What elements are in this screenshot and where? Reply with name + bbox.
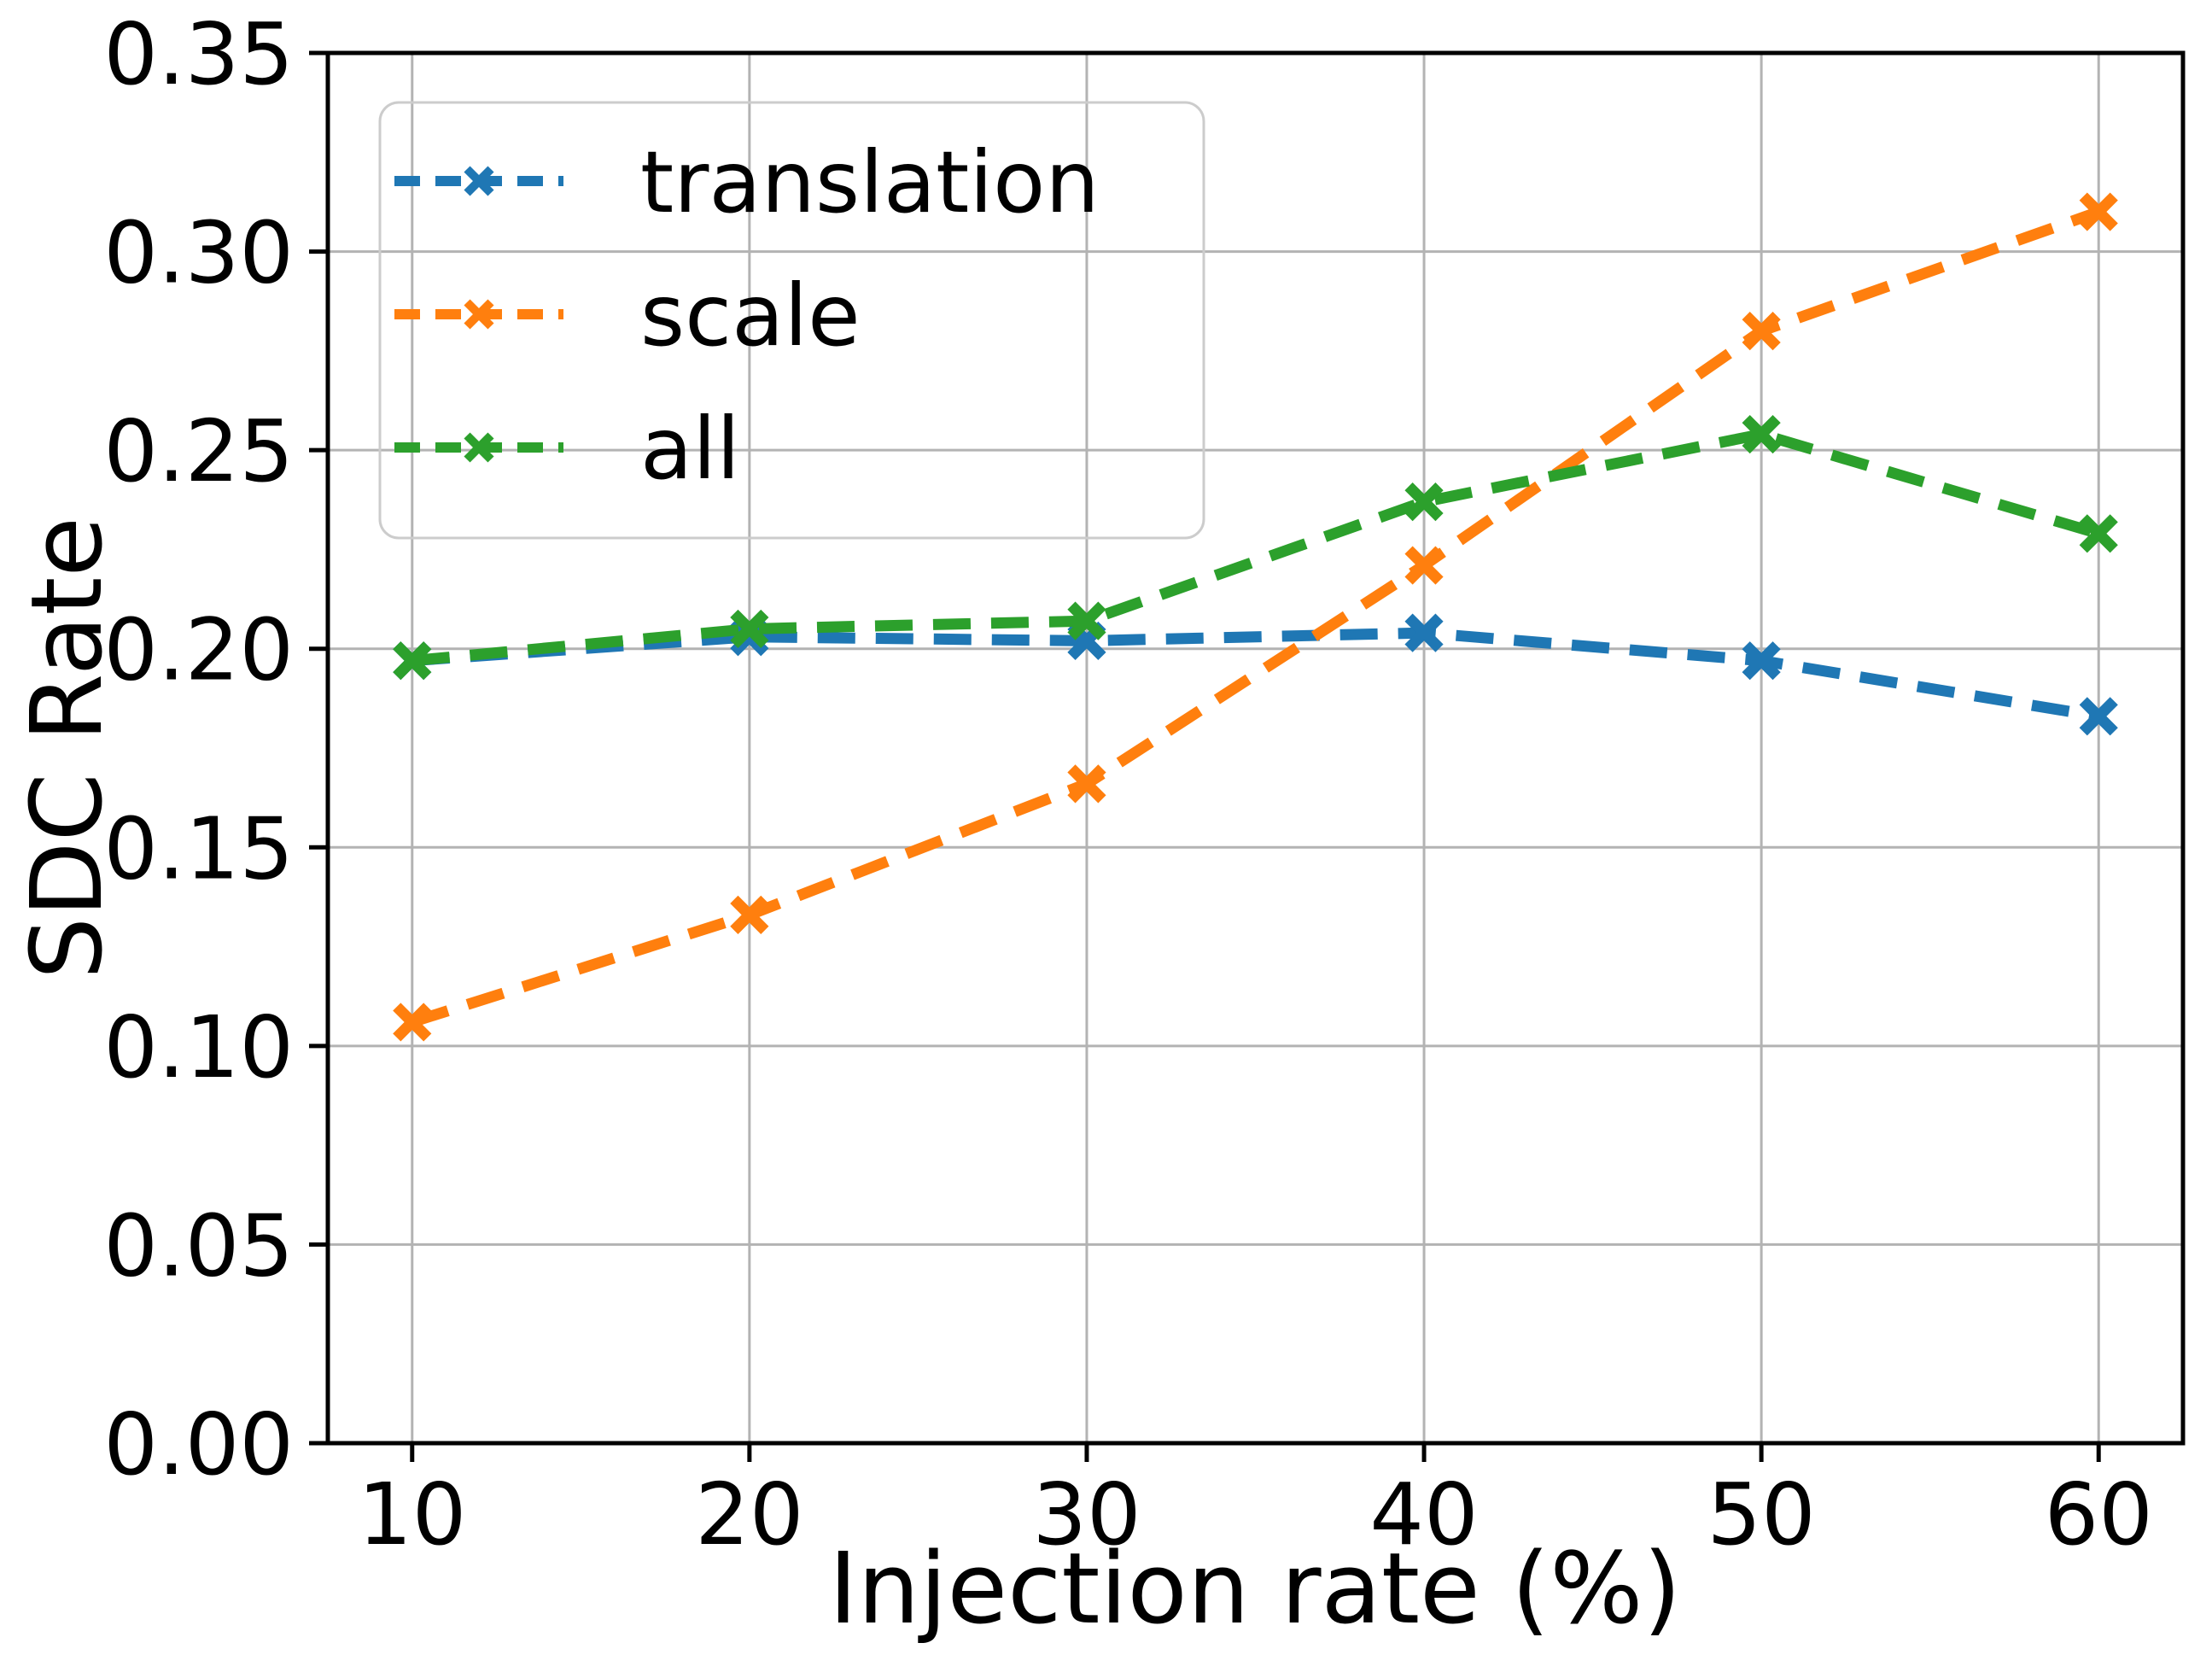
data-point-marker-scale — [393, 1003, 432, 1042]
y-axis-label: SDC Rate — [10, 517, 125, 979]
x-tick-label: 50 — [1707, 1465, 1816, 1564]
data-point-marker-all — [1742, 414, 1781, 454]
data-point-marker-scale — [1742, 312, 1781, 351]
x-tick-label: 40 — [1369, 1465, 1478, 1564]
data-series — [393, 192, 2118, 1042]
legend-marker-x — [464, 432, 494, 463]
y-tick-label: 0.30 — [103, 203, 294, 303]
y-tick-label: 0.35 — [103, 4, 294, 104]
legend-marker-x — [464, 166, 494, 196]
legend-label: all — [640, 399, 740, 499]
x-tick-label: 10 — [358, 1465, 466, 1564]
y-tick-label: 0.10 — [103, 997, 294, 1097]
plot-border — [325, 50, 2186, 1446]
data-point-marker-all — [393, 641, 432, 681]
legend-label: scale — [640, 266, 861, 365]
data-point-marker-scale — [2079, 192, 2118, 231]
data-point-marker-translation — [1404, 613, 1444, 652]
data-point-marker-all — [1404, 482, 1444, 522]
legend-item-all: all — [394, 399, 740, 499]
y-tick-label: 0.00 — [103, 1394, 294, 1494]
data-point-marker-all — [730, 609, 769, 649]
x-tick-label: 20 — [695, 1465, 803, 1564]
data-point-marker-translation — [1742, 641, 1781, 681]
data-point-marker-scale — [1067, 764, 1106, 804]
tick-labels: 10 20 30 40 50 60 0.00 0.05 0.10 0.15 0.20 0.25 0.30… — [103, 4, 2153, 1564]
x-tick-label: 60 — [2045, 1465, 2153, 1564]
series-line-translation — [411, 627, 2100, 722]
y-tick-label: 0.15 — [103, 798, 294, 898]
data-point-marker-scale — [730, 895, 769, 934]
series-line-scale — [410, 206, 2101, 1028]
data-point-marker-all — [1067, 601, 1106, 640]
legend: translation scale all — [378, 101, 1205, 540]
data-point-marker-scale — [1404, 546, 1444, 585]
data-point-marker-all — [2079, 514, 2118, 553]
legend-box — [378, 101, 1205, 540]
data-point-marker-translation — [2079, 697, 2118, 736]
x-axis-label: Injection rate (%) — [829, 1532, 1682, 1646]
y-tick-label: 0.05 — [103, 1196, 294, 1295]
y-tick-label: 0.20 — [103, 600, 294, 700]
y-tick-label: 0.25 — [103, 401, 294, 501]
tick-marks — [309, 50, 2101, 1462]
legend-item-translation: translation — [394, 132, 1100, 232]
legend-item-scale: scale — [394, 266, 861, 365]
plot-border-group — [325, 50, 2186, 1446]
legend-label: translation — [640, 132, 1100, 232]
x-tick-label: 30 — [1032, 1465, 1141, 1564]
legend-marker-x — [464, 299, 494, 330]
